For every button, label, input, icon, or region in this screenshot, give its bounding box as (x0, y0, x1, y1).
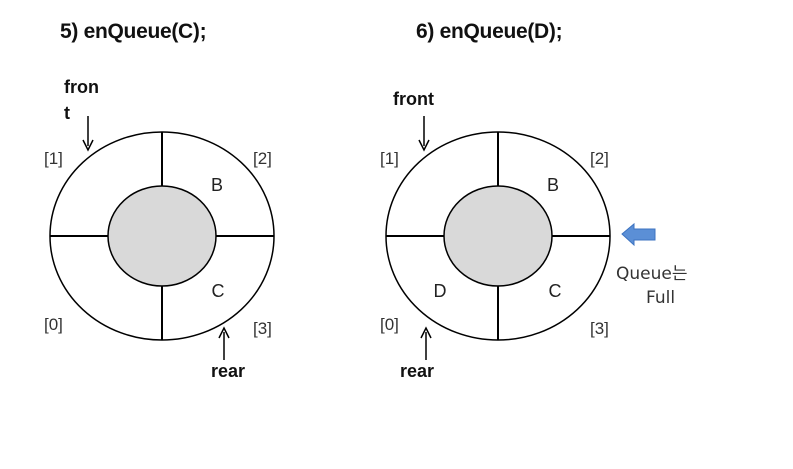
panel2-index-3: [3] (590, 319, 609, 338)
panel1-index-0: [0] (44, 315, 63, 334)
panel1-rear-arrow (218, 326, 230, 360)
panel2-front-label: front (393, 89, 434, 109)
panel1-cell-q3: C (212, 281, 225, 301)
panel1-index-2: [2] (253, 149, 272, 168)
panel1-front-label-line2: t (64, 103, 70, 123)
panel2-hub (443, 185, 553, 287)
queue-full-note-line2: Full (646, 288, 675, 308)
panel2-index-0: [0] (380, 315, 399, 334)
panel1-cell-q2: B (211, 175, 223, 195)
panel2-rear-arrow (420, 326, 432, 360)
panel1-front-arrow (82, 116, 94, 152)
panel1-hub (107, 185, 217, 287)
panel2-title: 6) enQueue(D); (416, 20, 563, 43)
panel2-cell-q2: B (547, 175, 559, 195)
panel1-index-1: [1] (44, 149, 63, 168)
panel2-rear-label: rear (400, 361, 434, 381)
panel1-front-label-line1: fron (64, 77, 99, 97)
panel1-index-3: [3] (253, 319, 272, 338)
panel2-cell-q3: C (549, 281, 562, 301)
queue-full-arrow-icon (621, 222, 656, 247)
panel2-cell-q0: D (434, 281, 447, 301)
panel1-title: 5) enQueue(C); (60, 20, 207, 43)
panel2-front-arrow (418, 116, 430, 152)
panel1-rear-label: rear (211, 361, 245, 381)
panel2-index-1: [1] (380, 149, 399, 168)
queue-full-note-line1: Queue는 (616, 264, 688, 284)
panel2-index-2: [2] (590, 149, 609, 168)
